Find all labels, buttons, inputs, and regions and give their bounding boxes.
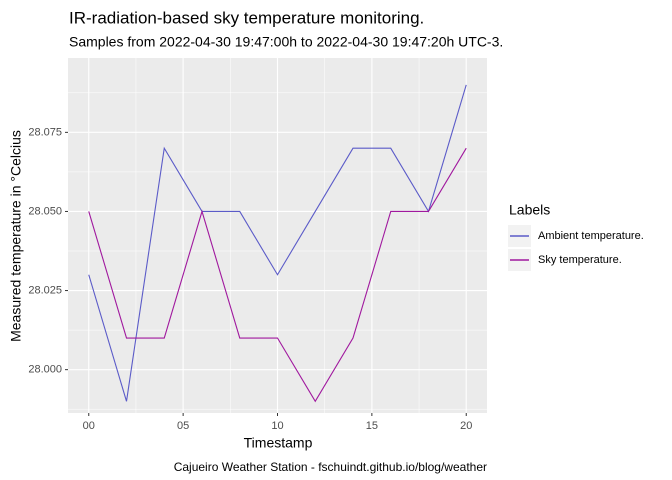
x-tick-label: 05 [177, 420, 189, 432]
lines [88, 84, 467, 403]
caption: Cajueiro Weather Station - fschuindt.git… [174, 460, 487, 474]
x-tick-label: 10 [271, 420, 283, 432]
chart-subtitle: Samples from 2022-04-30 19:47:00h to 202… [69, 34, 503, 50]
chart-title: IR-radiation-based sky temperature monit… [69, 8, 424, 27]
y-tick-label: 28.075 [28, 126, 62, 138]
x-tick-label: 20 [460, 420, 472, 432]
legend-title: Labels [509, 202, 550, 218]
x-axis-title: Timestamp [244, 435, 313, 451]
series-line [88, 84, 467, 402]
x-tick-label: 00 [83, 420, 95, 432]
y-tick-label: 28.025 [28, 284, 62, 296]
y-tick-label: 28.000 [28, 364, 62, 376]
series-line [88, 147, 467, 403]
x-tick-label: 15 [366, 420, 378, 432]
y-tick-label: 28.050 [28, 205, 62, 217]
legend: Ambient temperature. Sky temperature. [508, 225, 644, 271]
legend-label: Sky temperature. [538, 254, 622, 266]
grid [68, 58, 487, 413]
y-axis-title: Measured temperature in °Celcius [8, 130, 24, 342]
legend-label: Ambient temperature. [538, 230, 644, 242]
